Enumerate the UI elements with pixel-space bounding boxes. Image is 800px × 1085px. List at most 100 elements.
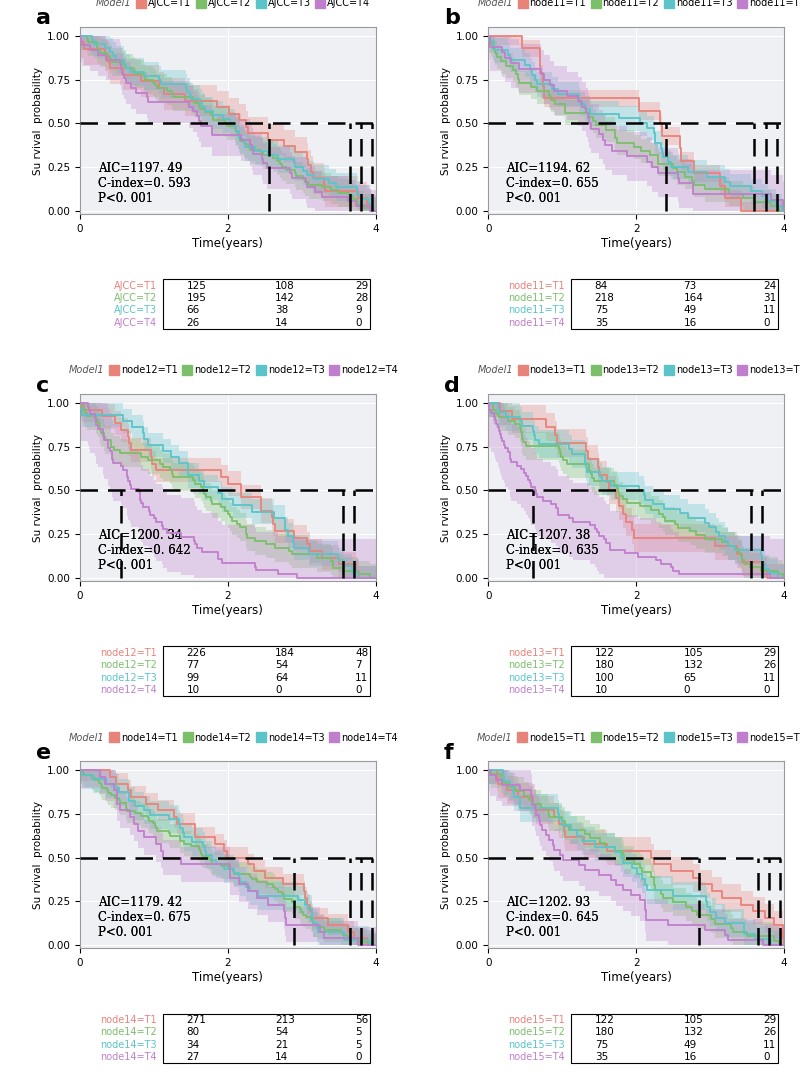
Text: 64: 64 — [275, 673, 289, 682]
Text: 49: 49 — [683, 306, 697, 316]
Text: d: d — [444, 375, 460, 396]
Text: AJCC=T3: AJCC=T3 — [114, 306, 157, 316]
Bar — [163, 280, 370, 329]
Text: node11=T3: node11=T3 — [509, 306, 565, 316]
Text: node12=T4: node12=T4 — [100, 685, 157, 695]
Text: 5: 5 — [355, 1027, 362, 1037]
Text: 21: 21 — [275, 1039, 289, 1049]
Text: node13=T1: node13=T1 — [509, 648, 565, 658]
Text: 180: 180 — [594, 660, 614, 671]
Bar — [163, 647, 370, 697]
Text: c: c — [36, 375, 49, 396]
Text: 10: 10 — [186, 685, 200, 695]
Text: 77: 77 — [186, 660, 200, 671]
Text: AIC=1200. 34
C-index=0. 642
P<0. 001: AIC=1200. 34 C-index=0. 642 P<0. 001 — [98, 529, 190, 572]
Text: node12=T3: node12=T3 — [100, 673, 157, 682]
X-axis label: Time(years): Time(years) — [601, 237, 671, 250]
Text: 48: 48 — [355, 648, 368, 658]
Text: 16: 16 — [683, 318, 697, 328]
Text: 49: 49 — [683, 1039, 697, 1049]
Text: 195: 195 — [186, 293, 206, 303]
Legend: Model1, node11=T1, node11=T2, node11=T3, node11=T4: Model1, node11=T1, node11=T2, node11=T3,… — [466, 0, 800, 9]
Text: AIC=1207. 38
C-index=0. 635
P<0. 001: AIC=1207. 38 C-index=0. 635 P<0. 001 — [506, 529, 598, 572]
Text: node12=T1: node12=T1 — [100, 648, 157, 658]
Text: 0: 0 — [355, 1052, 362, 1062]
Text: 54: 54 — [275, 1027, 289, 1037]
Bar — [163, 1013, 370, 1063]
Bar — [571, 647, 778, 697]
Text: 65: 65 — [683, 673, 697, 682]
Text: AIC=1179. 42
C-index=0. 675
P<0. 001: AIC=1179. 42 C-index=0. 675 P<0. 001 — [98, 896, 190, 940]
Text: 132: 132 — [683, 1027, 703, 1037]
Text: 142: 142 — [275, 293, 295, 303]
Text: 56: 56 — [355, 1014, 368, 1025]
Legend: Model1, node12=T1, node12=T2, node12=T3, node12=T4: Model1, node12=T1, node12=T2, node12=T3,… — [58, 366, 398, 375]
Text: 99: 99 — [186, 673, 200, 682]
X-axis label: Time(years): Time(years) — [193, 971, 263, 984]
Text: 66: 66 — [186, 306, 200, 316]
Text: 100: 100 — [594, 673, 614, 682]
X-axis label: Time(years): Time(years) — [193, 604, 263, 617]
Text: AJCC=T1: AJCC=T1 — [114, 281, 157, 291]
Text: 84: 84 — [594, 281, 608, 291]
Bar — [571, 280, 778, 329]
Text: 122: 122 — [594, 648, 614, 658]
Text: 122: 122 — [594, 1014, 614, 1025]
Text: node12=T2: node12=T2 — [100, 660, 157, 671]
Text: 24: 24 — [763, 281, 777, 291]
Text: 9: 9 — [355, 306, 362, 316]
Text: 105: 105 — [683, 648, 703, 658]
Text: node15=T2: node15=T2 — [508, 1027, 565, 1037]
Text: AIC=1179. 42
C-index=0. 675
P<0. 001: AIC=1179. 42 C-index=0. 675 P<0. 001 — [98, 896, 190, 940]
Text: 29: 29 — [763, 648, 777, 658]
Legend: Model1, node15=T1, node15=T2, node15=T3, node15=T4: Model1, node15=T1, node15=T2, node15=T3,… — [466, 732, 800, 742]
Text: 75: 75 — [594, 306, 608, 316]
X-axis label: Time(years): Time(years) — [601, 604, 671, 617]
Text: AIC=1207. 38
C-index=0. 635
P<0. 001: AIC=1207. 38 C-index=0. 635 P<0. 001 — [506, 529, 598, 572]
Text: 213: 213 — [275, 1014, 295, 1025]
Text: AIC=1200. 34
C-index=0. 642
P<0. 001: AIC=1200. 34 C-index=0. 642 P<0. 001 — [98, 529, 190, 572]
Text: 16: 16 — [683, 1052, 697, 1062]
Bar — [571, 1013, 778, 1063]
Text: AIC=1202. 93
C-index=0. 645
P<0. 001: AIC=1202. 93 C-index=0. 645 P<0. 001 — [506, 896, 598, 940]
Y-axis label: Su rvival  probability: Su rvival probability — [441, 801, 451, 909]
Text: 31: 31 — [763, 293, 777, 303]
Text: 105: 105 — [683, 1014, 703, 1025]
Text: 29: 29 — [763, 1014, 777, 1025]
Text: 34: 34 — [186, 1039, 200, 1049]
Text: node13=T3: node13=T3 — [509, 673, 565, 682]
X-axis label: Time(years): Time(years) — [601, 971, 671, 984]
Text: f: f — [444, 742, 454, 763]
Legend: Model1, AJCC=T1, AJCC=T2, AJCC=T3, AJCC=T4: Model1, AJCC=T1, AJCC=T2, AJCC=T3, AJCC=… — [86, 0, 370, 9]
Text: e: e — [36, 742, 50, 763]
Y-axis label: Su rvival  probability: Su rvival probability — [33, 66, 43, 175]
Text: 14: 14 — [275, 318, 289, 328]
Text: AIC=1194. 62
C-index=0. 655
P<0. 001: AIC=1194. 62 C-index=0. 655 P<0. 001 — [506, 162, 598, 205]
Text: 27: 27 — [186, 1052, 200, 1062]
Text: node15=T1: node15=T1 — [508, 1014, 565, 1025]
Y-axis label: Su rvival  probability: Su rvival probability — [33, 434, 43, 541]
Text: node11=T2: node11=T2 — [508, 293, 565, 303]
Text: 0: 0 — [355, 318, 362, 328]
Y-axis label: Su rvival  probability: Su rvival probability — [441, 66, 451, 175]
Text: a: a — [36, 9, 50, 28]
Y-axis label: Su rvival  probability: Su rvival probability — [33, 801, 43, 909]
Text: node15=T3: node15=T3 — [508, 1039, 565, 1049]
Text: AJCC=T4: AJCC=T4 — [114, 318, 157, 328]
Text: 75: 75 — [594, 1039, 608, 1049]
Text: AIC=1197. 49
C-index=0. 593
P<0. 001: AIC=1197. 49 C-index=0. 593 P<0. 001 — [98, 162, 190, 205]
Text: node14=T3: node14=T3 — [100, 1039, 157, 1049]
Text: 0: 0 — [763, 685, 770, 695]
Text: 54: 54 — [275, 660, 289, 671]
Text: 5: 5 — [355, 1039, 362, 1049]
Text: node11=T1: node11=T1 — [509, 281, 565, 291]
Text: b: b — [444, 9, 460, 28]
Text: 11: 11 — [355, 673, 368, 682]
Text: 38: 38 — [275, 306, 289, 316]
Text: 29: 29 — [355, 281, 368, 291]
Text: node14=T2: node14=T2 — [100, 1027, 157, 1037]
Text: 26: 26 — [763, 660, 777, 671]
Text: 35: 35 — [594, 1052, 608, 1062]
Text: 35: 35 — [594, 318, 608, 328]
Text: node14=T4: node14=T4 — [100, 1052, 157, 1062]
